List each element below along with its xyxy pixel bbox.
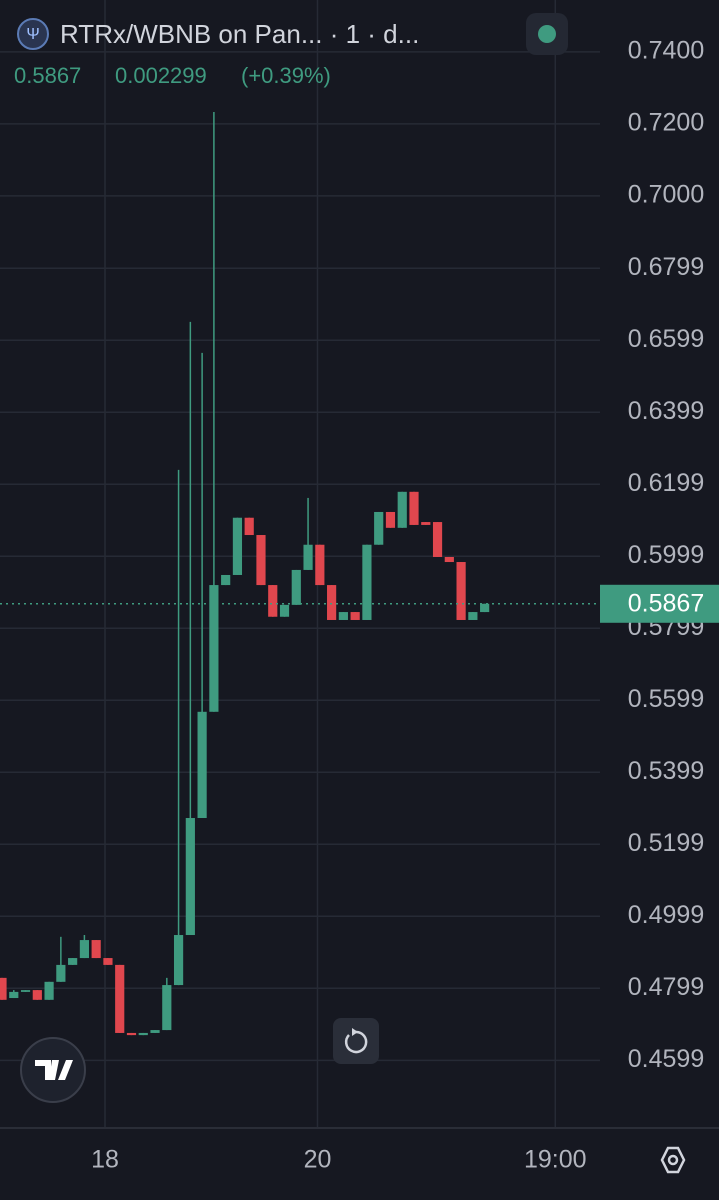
reset-icon-arrow: [352, 1028, 358, 1036]
y-tick-label: 0.5199: [628, 829, 704, 857]
reset-button[interactable]: [333, 1018, 379, 1064]
candle-body: [32, 990, 42, 1000]
y-tick-label: 0.6399: [628, 397, 704, 425]
header-change: 0.002299: [115, 63, 207, 88]
last-price-label: 0.5867: [628, 589, 704, 617]
candle-body: [362, 544, 372, 620]
candle-body: [173, 935, 184, 986]
y-tick-label: 0.6199: [628, 469, 704, 497]
last-price-tag: [600, 584, 719, 623]
tv-logo-glyph: [35, 1060, 73, 1080]
settings-icon[interactable]: [660, 1146, 686, 1174]
symbol-icon-glyph: Ψ: [26, 26, 39, 43]
candle-body: [126, 1032, 137, 1036]
y-tick-label: 0.7400: [628, 36, 704, 64]
candle-body: [256, 535, 266, 586]
x-tick-label: 19:00: [524, 1146, 587, 1174]
y-tick-label: 0.7000: [628, 180, 704, 208]
candle-body: [432, 522, 443, 557]
candle-body: [197, 711, 207, 819]
candle-body: [409, 491, 419, 525]
y-tick-label: 0.6799: [628, 253, 704, 281]
x-tick-label: 18: [91, 1146, 119, 1174]
candle-body: [350, 612, 360, 620]
candle-body: [421, 522, 431, 525]
candle-body: [279, 604, 290, 617]
candle-body: [397, 491, 407, 528]
axis-labels: 0.7400 0.7200 0.7000 0.6799 0.6599 0.6399 0.61…: [91, 36, 719, 1174]
candle-body: [68, 958, 78, 965]
y-tick-label: 0.6599: [628, 325, 704, 353]
candle-body: [150, 1030, 160, 1033]
y-tick-label: 0.4799: [628, 973, 704, 1001]
candle-body: [338, 612, 348, 620]
candle-body: [456, 562, 466, 620]
chart-title: RTRx/WBNB on Pan... · 1 · d...: [60, 19, 419, 49]
candle-body: [232, 517, 243, 575]
y-tick-label: 0.5599: [628, 685, 704, 713]
candle-body: [444, 556, 454, 563]
candle-body: [20, 990, 31, 992]
status-dot: [538, 25, 556, 43]
y-tick-label: 0.5399: [628, 757, 704, 785]
candle-body: [56, 964, 66, 982]
candle-body: [480, 603, 490, 613]
candle-body: [291, 569, 301, 605]
y-tick-label: 0.4599: [628, 1045, 704, 1073]
settings-icon-center: [667, 1154, 679, 1166]
candle-body: [185, 818, 195, 936]
y-tick-label: 0.7200: [628, 108, 704, 136]
header-change-pct: (+0.39%): [241, 63, 331, 88]
symbol-icon: [17, 18, 49, 50]
candle-body: [221, 574, 231, 586]
reset-icon: [344, 1030, 368, 1054]
y-tick-label: 0.5999: [628, 541, 704, 569]
candle-body: [385, 511, 396, 528]
candle-body: [79, 940, 89, 959]
candles: [0, 111, 600, 1036]
candle-body: [468, 612, 478, 620]
candle-body: [44, 981, 54, 1000]
x-tick-label: 20: [304, 1146, 332, 1174]
y-tick-label: 0.4999: [628, 901, 704, 929]
candle-body: [303, 544, 313, 570]
grid: [0, 0, 600, 1128]
candle-body: [374, 511, 384, 545]
candle-body: [268, 585, 278, 617]
candle-body: [244, 517, 254, 536]
candle-body: [162, 985, 172, 1031]
candle-body: [9, 991, 19, 999]
candle-body: [327, 585, 337, 620]
candle-body: [138, 1032, 148, 1036]
candle-body: [315, 544, 325, 586]
candle-body: [0, 977, 7, 1000]
candle-body: [115, 964, 125, 1033]
candle-body: [91, 940, 101, 959]
header-price: 0.5867: [14, 63, 81, 88]
candle-body: [103, 958, 113, 965]
candle-body: [209, 585, 219, 712]
